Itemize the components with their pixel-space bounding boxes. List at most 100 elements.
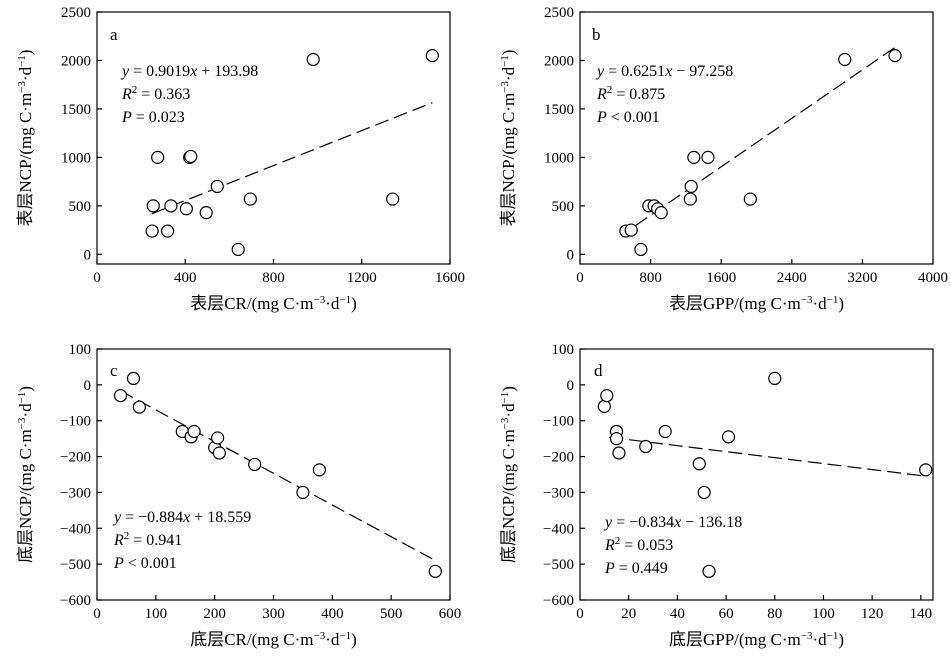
data-point xyxy=(212,446,226,460)
data-point xyxy=(164,199,178,213)
data-point xyxy=(684,179,698,194)
p-value: P < 0.001 xyxy=(113,555,177,572)
data-point xyxy=(132,400,146,414)
y-tick-label: 0 xyxy=(567,378,575,394)
x-axis-label: 表层GPP/(mg C·m−3·d−1) xyxy=(669,294,844,313)
data-point xyxy=(126,371,141,386)
y-axis-label: 底层NCP/(mg C·m−3·d−1) xyxy=(16,386,35,563)
data-point xyxy=(702,564,716,578)
regression-line xyxy=(151,102,433,215)
x-tick-label: 1600 xyxy=(706,270,736,286)
panel-letter: a xyxy=(110,25,118,44)
data-point xyxy=(210,179,224,194)
y-tick-label: −300 xyxy=(543,485,574,501)
y-axis-label: 表层NCP/(mg C·m−3·d−1) xyxy=(16,50,35,227)
panel-letter: d xyxy=(594,361,603,380)
x-tick-label: 600 xyxy=(439,606,462,622)
data-point xyxy=(624,223,638,237)
plot-frame xyxy=(579,348,934,601)
x-tick-label: 1600 xyxy=(435,270,465,286)
regression-equation: y = −0.834x − 136.18 xyxy=(603,514,742,531)
y-tick-label: −400 xyxy=(60,521,91,537)
data-point xyxy=(600,389,614,403)
data-point xyxy=(199,206,213,220)
data-point xyxy=(597,399,611,413)
data-point xyxy=(634,242,648,257)
data-point xyxy=(721,430,736,444)
data-point xyxy=(658,424,672,439)
regression-equation: y = −0.884x + 18.559 xyxy=(112,509,251,526)
x-axis-label: 表层CR/(mg C·m−3·d−1) xyxy=(190,294,357,313)
data-point xyxy=(768,371,782,386)
data-point xyxy=(692,457,706,471)
p-value: P < 0.001 xyxy=(596,109,660,126)
x-tick-label: 300 xyxy=(262,606,285,622)
data-point xyxy=(919,463,933,477)
y-tick-label: −500 xyxy=(60,557,91,573)
y-tick-label: −200 xyxy=(543,450,574,466)
y-tick-label: 2500 xyxy=(61,5,91,21)
x-tick-label: 140 xyxy=(910,606,933,622)
x-tick-label: 800 xyxy=(639,270,662,286)
data-point xyxy=(161,224,175,238)
x-tick-label: 1200 xyxy=(347,270,377,286)
y-tick-label: 1500 xyxy=(61,102,91,118)
x-tick-label: 120 xyxy=(861,606,884,622)
data-point xyxy=(151,150,165,164)
p-value: P = 0.449 xyxy=(604,560,668,577)
regression-line xyxy=(609,436,926,477)
panel-letter: c xyxy=(110,361,118,380)
x-tick-label: 400 xyxy=(174,270,197,286)
y-tick-label: 0 xyxy=(84,247,92,263)
data-point xyxy=(425,49,439,63)
data-point xyxy=(743,192,757,206)
r-squared: R2 = 0.875 xyxy=(596,84,665,103)
data-point xyxy=(838,52,852,67)
data-point xyxy=(428,564,442,578)
data-point xyxy=(184,149,198,164)
data-point xyxy=(609,432,624,446)
x-tick-label: 800 xyxy=(262,270,285,286)
x-tick-label: 500 xyxy=(380,606,403,622)
y-tick-label: −500 xyxy=(543,557,574,573)
x-tick-label: 0 xyxy=(93,270,101,286)
data-point xyxy=(687,150,701,164)
x-tick-label: 2400 xyxy=(777,270,807,286)
regression-equation: y = 0.9019x + 193.98 xyxy=(120,63,258,80)
r-squared: R2 = 0.941 xyxy=(113,530,182,549)
y-tick-label: 2000 xyxy=(61,53,91,69)
data-point xyxy=(654,206,668,220)
data-point xyxy=(306,52,320,67)
y-axis-label: 表层NCP/(mg C·m−3·d−1) xyxy=(499,50,518,227)
data-point xyxy=(296,485,310,500)
y-tick-label: −600 xyxy=(60,593,91,609)
panel-a: 0 400 800 1200 1600 0 500 1000 1500 2000 2500 a y = … xyxy=(16,5,465,313)
panel-c: 0 100 200 300 400 500 600 100 0 −100 −200 −300 −400 −… xyxy=(16,342,461,649)
data-point xyxy=(697,485,711,500)
x-tick-label: 0 xyxy=(576,270,584,286)
data-point xyxy=(612,446,626,460)
x-tick-label: 40 xyxy=(670,606,685,622)
panel-letter: b xyxy=(592,25,601,44)
x-tick-label: 0 xyxy=(576,606,584,622)
data-point xyxy=(248,457,262,472)
y-tick-label: 500 xyxy=(552,199,575,215)
y-tick-label: 2500 xyxy=(544,5,574,21)
y-tick-label: 500 xyxy=(69,199,92,215)
data-point xyxy=(312,463,326,477)
y-tick-label: 1500 xyxy=(544,102,574,118)
y-tick-label: 0 xyxy=(567,247,575,263)
x-tick-label: 80 xyxy=(767,606,782,622)
data-point xyxy=(243,192,257,206)
x-axis-label: 底层GPP/(mg C·m−3·d−1) xyxy=(669,630,844,649)
x-tick-label: 60 xyxy=(719,606,734,622)
panel-b: 0 800 1600 2400 3200 4000 0 500 1000 1500 2000 2500… xyxy=(499,5,948,313)
regression-line xyxy=(635,46,896,227)
y-tick-label: −100 xyxy=(543,414,574,430)
x-tick-label: 200 xyxy=(203,606,226,622)
x-tick-label: 400 xyxy=(321,606,344,622)
data-point xyxy=(211,431,225,445)
panel-d: 0 20 40 60 80 100 120 140 100 0 −100 −200 −300 −400 −5… xyxy=(499,342,934,649)
plot-frame xyxy=(579,11,934,265)
